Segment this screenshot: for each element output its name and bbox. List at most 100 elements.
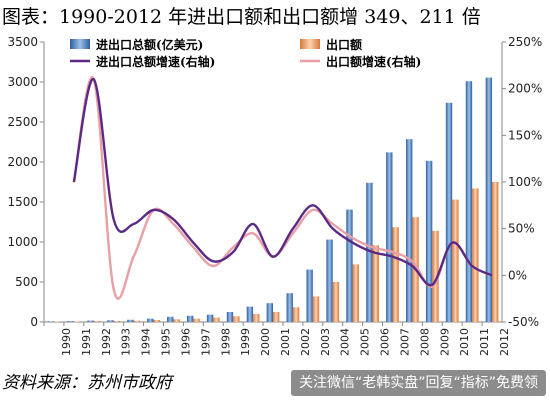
legend-label: 出口额增速(右轴) (326, 54, 421, 69)
x-tick-label: 2005 (359, 328, 372, 356)
x-tick-label: 1994 (140, 328, 153, 356)
watermark-banner: 关注微信“老韩实盘”回复“指标”免费领 (290, 370, 546, 396)
x-tick-label: 1999 (239, 328, 252, 356)
bar-total-trade (266, 303, 273, 322)
legend-label: 出口额 (326, 37, 362, 52)
bar-total-trade (465, 81, 473, 322)
bar-total-trade (147, 318, 154, 322)
bar-total-trade (67, 321, 74, 322)
bar-export (133, 320, 140, 322)
bar-export (312, 296, 320, 322)
legend-item: 进出口总额(亿美元) (70, 37, 203, 52)
x-tick-label: 2010 (458, 328, 471, 356)
bar-export (273, 312, 280, 322)
legend-label: 进出口总额(亿美元) (96, 37, 203, 52)
x-tick-label: 2012 (498, 328, 511, 356)
x-tick-label: 1993 (120, 328, 133, 356)
bar-export (253, 314, 260, 322)
y-left-tick-label: 2500 (7, 115, 38, 129)
bar-export (492, 182, 499, 322)
x-tick-label: 1996 (179, 328, 192, 356)
bar-export (153, 320, 160, 322)
y-right-tick-label: 250% (508, 35, 542, 49)
bar-export (392, 227, 399, 322)
bar-total-trade (445, 102, 453, 322)
x-tick-label: 2011 (478, 328, 491, 356)
y-left-tick-label: 3500 (7, 35, 38, 49)
bar-total-trade (286, 293, 293, 322)
bar-export (432, 230, 439, 322)
bar-total-trade (386, 152, 393, 322)
y-right-tick-label: 100% (508, 175, 542, 189)
legend-swatch (70, 39, 90, 49)
line-total-trade-growth (72, 78, 493, 287)
bar-total-trade (127, 319, 134, 322)
x-tick-label: 1995 (160, 328, 173, 356)
bar-export (332, 282, 340, 322)
bar-export (173, 319, 180, 322)
bar-total-trade (87, 320, 94, 322)
legend-item: 出口额增速(右轴) (300, 54, 421, 69)
chart-area: 0 500 1000 1500 2000 2500 3000 3500 -50% 0% 50% 100… (0, 34, 550, 366)
x-tick-label: 2006 (379, 328, 392, 356)
x-tick-label: 2002 (299, 328, 312, 356)
bar-total-trade (246, 306, 254, 322)
bar-total-trade (406, 139, 413, 322)
bar-total-trade (167, 316, 174, 322)
bar-total-trade (306, 269, 313, 322)
source-note: 资料来源：苏州市政府 (0, 366, 550, 400)
bar-total-trade (47, 321, 54, 322)
legend-item: 出口额 (300, 37, 362, 52)
bar-export (113, 320, 121, 322)
y-right-tick-label: 50% (508, 222, 535, 236)
x-tick-label: 2004 (339, 328, 352, 356)
bar-total-trade (485, 77, 493, 322)
bar-export (352, 264, 360, 322)
x-tick-label: 2008 (418, 328, 431, 356)
bar-export (193, 318, 200, 322)
x-tick-label: 1991 (80, 328, 93, 356)
bar-export (472, 188, 479, 322)
bars (47, 77, 499, 322)
x-tick-label: 2007 (398, 328, 411, 356)
bar-total-trade (186, 315, 194, 322)
x-tick-label: 2003 (319, 328, 332, 356)
bar-total-trade (326, 239, 333, 322)
y-right-tick-label: 150% (508, 128, 542, 142)
y-left-tick-label: 1500 (7, 195, 38, 209)
bar-total-trade (425, 160, 433, 322)
x-tick-label: 1992 (100, 328, 113, 356)
y-right-tick-label: -50% (508, 315, 539, 329)
y-left-tick-label: 2000 (7, 155, 38, 169)
y-right-tick-label: 0% (508, 268, 527, 282)
x-tick-label: 2000 (259, 328, 272, 356)
bar-total-trade (366, 182, 373, 322)
bar-export (452, 199, 459, 322)
combo-chart: 0 500 1000 1500 2000 2500 3000 3500 -50% 0% 50% 100… (7, 35, 542, 356)
source-text: 资料来源：苏州市政府 (2, 373, 172, 393)
bar-export (73, 321, 81, 322)
bar-export (292, 307, 300, 322)
axes: 0 500 1000 1500 2000 2500 3000 3500 -50% 0% 50% 100… (7, 35, 542, 356)
legend-swatch (300, 39, 320, 49)
y-left-tick-label: 0 (30, 315, 38, 329)
x-tick-label: 2001 (279, 328, 292, 356)
bar-export (233, 316, 240, 322)
x-tick-label: 2009 (438, 328, 451, 356)
bar-export (213, 317, 220, 322)
y-left-tick-label: 3000 (7, 75, 38, 89)
bar-total-trade (107, 320, 114, 322)
chart-title: 图表：1990-2012 年进出口额和出口额增 349、211 倍 (2, 6, 481, 28)
y-left-tick-label: 1000 (7, 235, 38, 249)
bar-total-trade (226, 312, 234, 322)
growth-lines (72, 76, 493, 300)
x-tick-label: 1990 (60, 328, 73, 356)
bar-export (93, 321, 101, 322)
y-left-tick-label: 500 (15, 275, 38, 289)
x-tick-label: 1998 (219, 328, 232, 356)
x-tick-label: 1997 (199, 328, 212, 356)
bar-total-trade (346, 209, 353, 322)
legend-label: 进出口总额增速(右轴) (96, 54, 215, 69)
legend-item: 进出口总额增速(右轴) (70, 54, 215, 69)
